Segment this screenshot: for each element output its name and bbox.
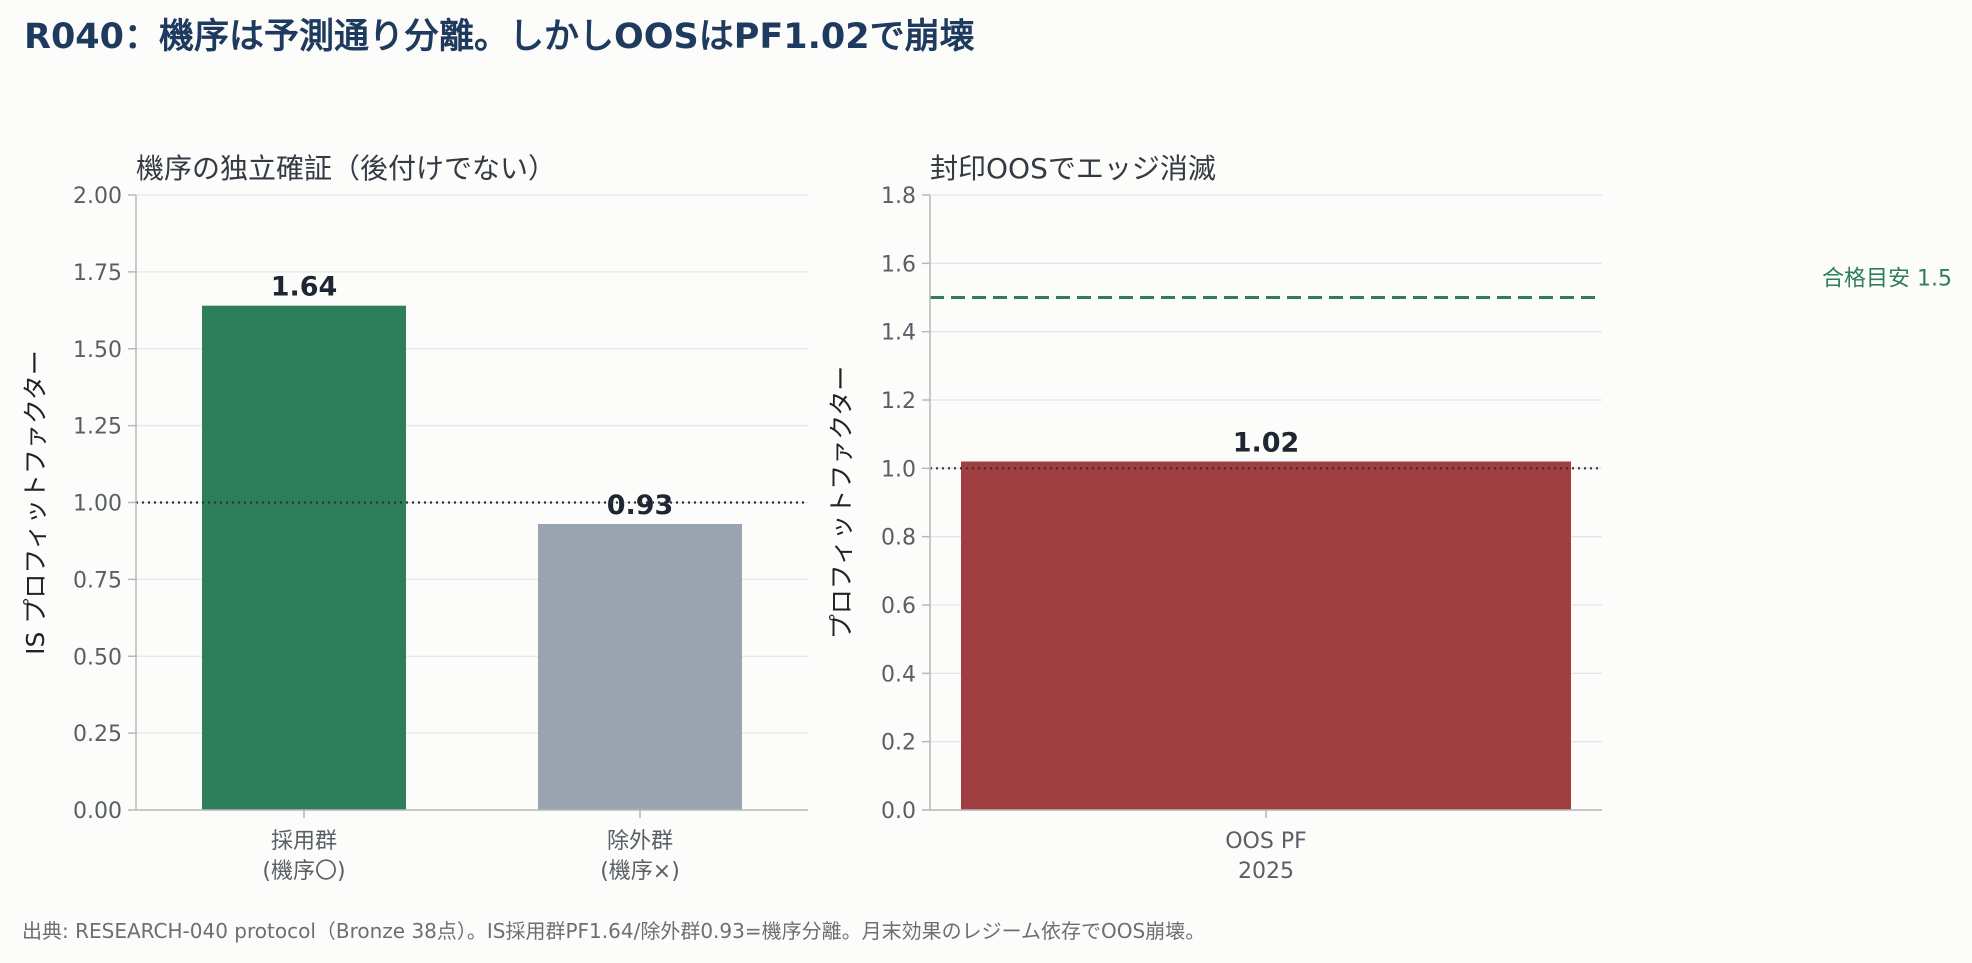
x-tick-label-line: OOS PF bbox=[1225, 829, 1307, 854]
bar bbox=[961, 461, 1571, 810]
reference-line-label: 合格目安 1.5 bbox=[1822, 267, 1952, 292]
y-tick-label: 0.00 bbox=[73, 799, 122, 824]
right-chart-panel: 封印OOSでエッジ消滅 0.0 0.2 0.4 0.6 0.8 1.0 1.2 1.4 1.6 1.… bbox=[827, 152, 1952, 884]
y-tick-label: 1.75 bbox=[73, 261, 122, 286]
left-chart-panel: 機序の独立確証（後付けでない） 0.00 0.25 0.50 0.75 1.00 1.25 1… bbox=[21, 152, 808, 884]
y-tick-label: 1.25 bbox=[73, 415, 122, 440]
y-tick-label: 0.0 bbox=[881, 799, 916, 824]
y-tick-label: 1.8 bbox=[881, 184, 916, 209]
main-title: R040：機序は予測通り分離。しかしOOSはPF1.02で崩壊 bbox=[24, 17, 975, 57]
y-tick-label: 1.50 bbox=[73, 338, 122, 363]
y-tick-label: 0.25 bbox=[73, 722, 122, 747]
y-tick-label: 2.00 bbox=[73, 184, 122, 209]
x-tick-label: OOS PF 2025 bbox=[1225, 829, 1307, 884]
x-tick-label-line: 除外群 bbox=[607, 829, 673, 854]
y-tick-label: 0.2 bbox=[881, 731, 916, 756]
bar bbox=[202, 305, 406, 810]
x-tick-label-line: 採用群 bbox=[271, 829, 337, 854]
footnote: 出典: RESEARCH-040 protocol（Bronze 38点）。IS… bbox=[22, 919, 1205, 943]
y-tick-label: 1.00 bbox=[73, 492, 122, 517]
y-axis-label: プロフィットファクター bbox=[827, 366, 856, 640]
y-tick-label: 0.6 bbox=[881, 594, 916, 619]
y-tick-label: 0.8 bbox=[881, 526, 916, 551]
y-tick-label: 1.2 bbox=[881, 389, 916, 414]
panel-title: 機序の独立確証（後付けでない） bbox=[136, 152, 556, 185]
y-tick-label: 0.75 bbox=[73, 568, 122, 593]
x-tick-label-line: (機序×) bbox=[600, 859, 680, 884]
y-tick-label: 0.50 bbox=[73, 645, 122, 670]
bar bbox=[538, 524, 742, 810]
data-label: 1.64 bbox=[271, 272, 338, 303]
y-tick-label: 1.4 bbox=[881, 321, 916, 346]
x-tick-label-line: (機序〇) bbox=[262, 859, 345, 884]
data-label: 0.93 bbox=[607, 490, 674, 521]
y-tick-label: 1.0 bbox=[881, 457, 916, 482]
x-tick-label: 除外群 (機序×) bbox=[600, 829, 680, 884]
x-tick-label-line: 2025 bbox=[1238, 859, 1294, 884]
panel-title: 封印OOSでエッジ消滅 bbox=[930, 152, 1216, 185]
y-tick-label: 1.6 bbox=[881, 252, 916, 277]
y-axis-label: IS プロフィットファクター bbox=[21, 350, 50, 655]
y-tick-label: 0.4 bbox=[881, 662, 916, 687]
data-label: 1.02 bbox=[1233, 428, 1300, 459]
x-tick-label: 採用群 (機序〇) bbox=[262, 829, 345, 884]
